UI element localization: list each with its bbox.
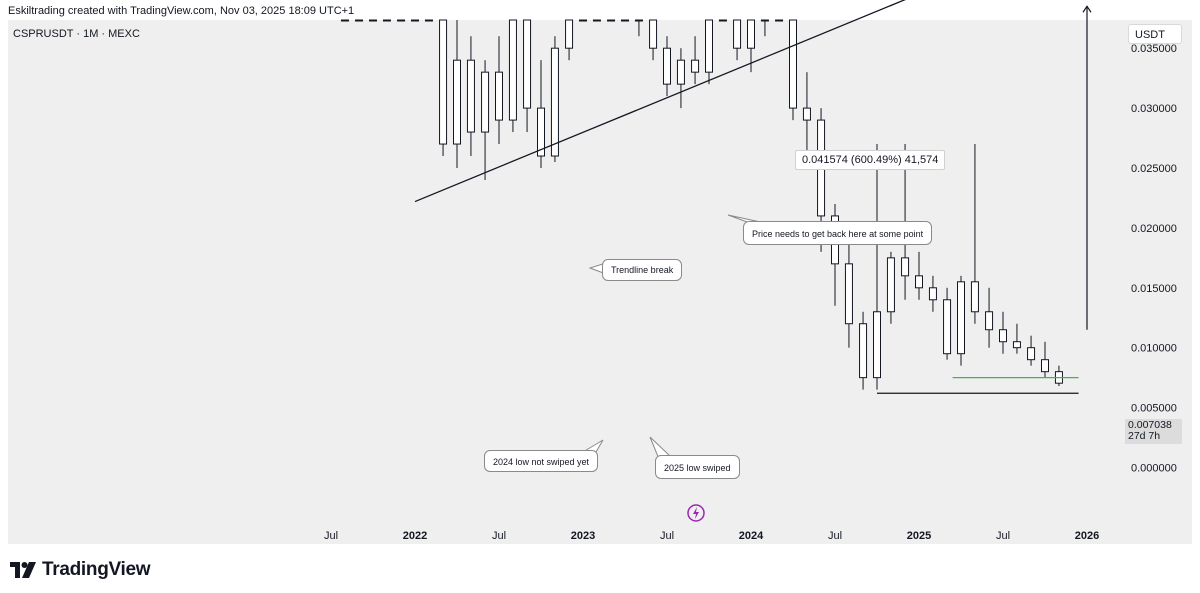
candle-body — [550, 47, 559, 157]
candle-body — [649, 19, 658, 49]
candle-body — [382, 19, 391, 22]
x-axis-tick-label: Jul — [828, 530, 842, 542]
trendline — [414, 0, 906, 203]
y-axis-tick-label: 0.030000 — [1131, 103, 1177, 115]
candle-body — [579, 19, 587, 22]
candle-body — [943, 299, 952, 355]
candle-body — [802, 107, 811, 121]
target-arrow-head — [1082, 5, 1092, 13]
candle-body — [592, 19, 601, 22]
chart-attribution: Eskiltrading created with TradingView.co… — [8, 5, 355, 17]
candle-body — [957, 281, 965, 355]
candle-body — [466, 59, 475, 133]
candle-body — [663, 47, 671, 85]
candle-body — [718, 19, 727, 22]
last-price-tag: 0.007038 27d 7h — [1125, 419, 1182, 444]
candle-body — [621, 19, 629, 22]
currency-button[interactable]: USDT — [1128, 24, 1182, 44]
brand[interactable]: TradingView — [10, 558, 151, 582]
x-axis-tick-label: 2026 — [1075, 530, 1099, 542]
candle-body — [999, 329, 1007, 343]
candle-body — [985, 311, 994, 331]
y-axis-tick-label: 0.035000 — [1131, 43, 1177, 55]
candle-body — [928, 287, 937, 301]
y-axis-tick-label: 0.010000 — [1131, 343, 1177, 355]
candle-body — [508, 19, 517, 121]
candle-body — [340, 19, 349, 22]
x-axis-tick-label: 2025 — [907, 530, 931, 542]
candle-body — [355, 19, 364, 22]
callout-price-target[interactable]: Price needs to get back here at some poi… — [743, 221, 933, 245]
candle-body — [1012, 341, 1021, 349]
candle-body — [844, 263, 853, 325]
candle-body — [676, 59, 685, 85]
measure-label[interactable]: 0.041574 (600.49%) 41,574 — [795, 150, 946, 170]
callout-pointer — [649, 436, 672, 460]
candle-body — [634, 19, 643, 22]
x-axis-tick-label: 2023 — [571, 530, 595, 542]
callout-trendline-break[interactable]: Trendline break — [602, 259, 683, 281]
candle-body — [901, 257, 910, 277]
candle-body — [523, 19, 532, 109]
y-axis-tick-label: 0.025000 — [1131, 163, 1177, 175]
tradingview-logo-icon — [10, 562, 36, 578]
candle-body — [760, 19, 769, 22]
chart-panel[interactable] — [8, 20, 1192, 544]
candle-body — [481, 71, 490, 133]
candle-body — [411, 19, 419, 22]
brand-name: TradingView — [42, 559, 151, 580]
candle-body — [775, 19, 784, 22]
x-axis-tick-label: Jul — [324, 530, 338, 542]
candle-body — [607, 19, 616, 22]
candle-body — [397, 19, 406, 22]
candle-body — [1027, 347, 1036, 361]
y-axis-tick-label: 0.005000 — [1131, 403, 1177, 415]
x-axis-tick-label: Jul — [492, 530, 506, 542]
x-axis-tick-label: 2024 — [739, 530, 764, 542]
x-axis-tick-label: Jul — [996, 530, 1010, 542]
symbol-label[interactable]: CSPRUSDT · 1M · MEXC — [13, 28, 140, 40]
candle-body — [747, 19, 755, 49]
candle-body — [886, 257, 895, 313]
y-axis-tick-label: 0.000000 — [1131, 463, 1177, 475]
candle-body — [495, 71, 503, 121]
callout-pointer — [582, 439, 604, 453]
callout-2025-low[interactable]: 2025 low swiped — [655, 455, 740, 479]
candle-body — [789, 19, 797, 109]
y-axis-tick-label: 0.020000 — [1131, 223, 1177, 235]
candle-body — [705, 19, 713, 73]
candle-body — [691, 59, 700, 73]
candle-body — [369, 19, 377, 22]
x-axis-tick-label: 2022 — [403, 530, 427, 542]
callout-2024-low[interactable]: 2024 low not swiped yet — [484, 450, 599, 472]
flash-icon[interactable] — [686, 503, 706, 528]
y-axis-tick-label: 0.015000 — [1131, 283, 1177, 295]
candle-body — [1041, 359, 1049, 373]
candle-countdown: 27d 7h — [1128, 430, 1161, 442]
candle-body — [733, 19, 742, 49]
candle-body — [537, 107, 545, 157]
candle-body — [424, 19, 433, 22]
candle-body — [453, 59, 461, 145]
candle-body — [439, 19, 448, 145]
candle-body — [970, 281, 979, 313]
candle-body — [915, 275, 923, 289]
x-axis-tick-label: Jul — [660, 530, 674, 542]
candle-body — [873, 311, 881, 379]
candle-body — [565, 19, 574, 49]
candle-body — [859, 323, 868, 379]
last-price-value: 0.007038 — [1128, 419, 1172, 431]
